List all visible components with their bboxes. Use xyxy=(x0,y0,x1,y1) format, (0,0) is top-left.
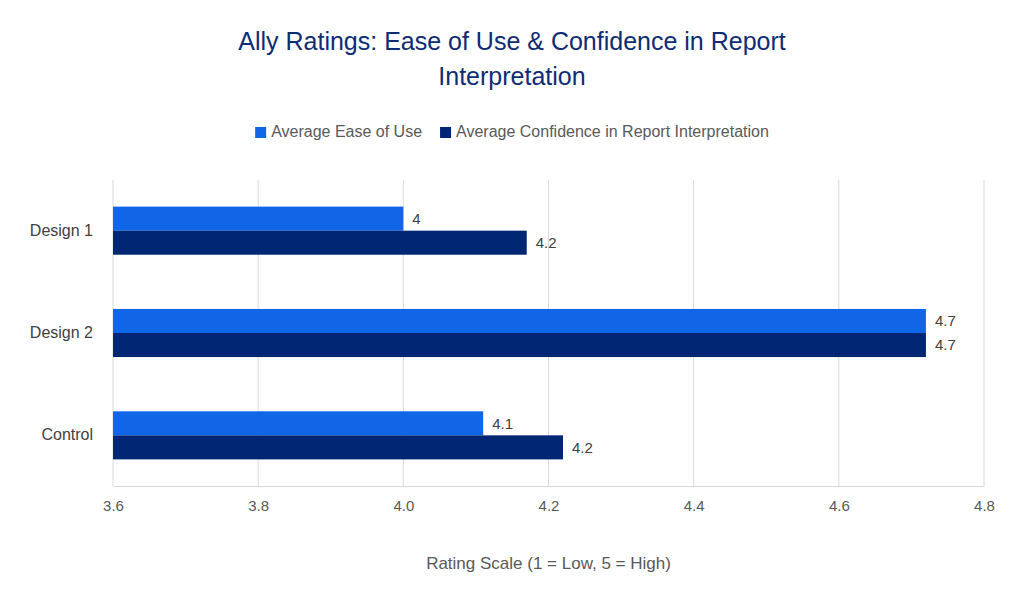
bar xyxy=(113,333,926,357)
data-label: 4.1 xyxy=(492,415,513,432)
tick-label: 4.8 xyxy=(974,497,995,514)
tick: 3.8 xyxy=(248,486,269,514)
title-line: Ally Ratings: Ease of Use & Confidence i… xyxy=(238,27,786,55)
axis-line xyxy=(114,486,985,487)
bar xyxy=(113,435,563,459)
legend-item: Average Ease of Use xyxy=(255,123,422,140)
chart: Ally Ratings: Ease of Use & Confidence i… xyxy=(0,0,1024,590)
tick-label: 3.6 xyxy=(103,497,124,514)
data-label: 4.2 xyxy=(572,439,593,456)
tick: 4.6 xyxy=(829,486,850,514)
bar xyxy=(113,231,527,255)
category-label: Design 1 xyxy=(30,222,93,239)
data-label: 4 xyxy=(412,210,420,227)
category-label: Design 2 xyxy=(30,324,93,341)
tick: Control xyxy=(41,426,113,443)
chart-title: Ally Ratings: Ease of Use & Confidence i… xyxy=(238,27,786,90)
tick-label: 4.4 xyxy=(684,497,705,514)
value-axis: 3.6 3.8 4.0 4.2 4.4 4.6 4.8 xyxy=(103,486,995,514)
tick: 4.2 xyxy=(539,486,560,514)
tick-label: 4.2 xyxy=(539,497,560,514)
legend-label: Average Ease of Use xyxy=(271,123,422,140)
tick-label: 4.6 xyxy=(829,497,850,514)
tick: Design 2 xyxy=(30,324,113,341)
grid-line xyxy=(984,180,985,486)
legend-item: Average Confidence in Report Interpretat… xyxy=(440,123,769,140)
bar xyxy=(113,411,483,435)
tick: Design 1 xyxy=(30,222,113,239)
tick: 4.4 xyxy=(684,486,705,514)
tick: 4.0 xyxy=(393,486,414,514)
title-line: Interpretation xyxy=(438,62,585,90)
tick: 3.6 xyxy=(103,486,124,514)
grid xyxy=(113,180,984,486)
data-labels: 4 4.7 4.1 4.2 4.7 4.2 xyxy=(412,210,955,456)
legend: Average Ease of Use Average Confidence in… xyxy=(255,123,769,140)
legend-swatch xyxy=(440,127,451,138)
bar xyxy=(113,207,403,231)
tick: 4.8 xyxy=(974,486,995,514)
bars xyxy=(113,207,926,460)
tick-label: 4.0 xyxy=(393,497,414,514)
axis-title: Rating Scale (1 = Low, 5 = High) xyxy=(426,554,671,573)
category-axis: Design 1 Design 2 Control xyxy=(30,181,114,487)
category-label: Control xyxy=(41,426,93,443)
tick-label: 3.8 xyxy=(248,497,269,514)
bar xyxy=(113,309,926,333)
data-label: 4.7 xyxy=(935,336,956,353)
data-label: 4.7 xyxy=(935,312,956,329)
legend-label: Average Confidence in Report Interpretat… xyxy=(456,123,769,140)
data-label: 4.2 xyxy=(536,234,557,251)
legend-swatch xyxy=(255,127,266,138)
